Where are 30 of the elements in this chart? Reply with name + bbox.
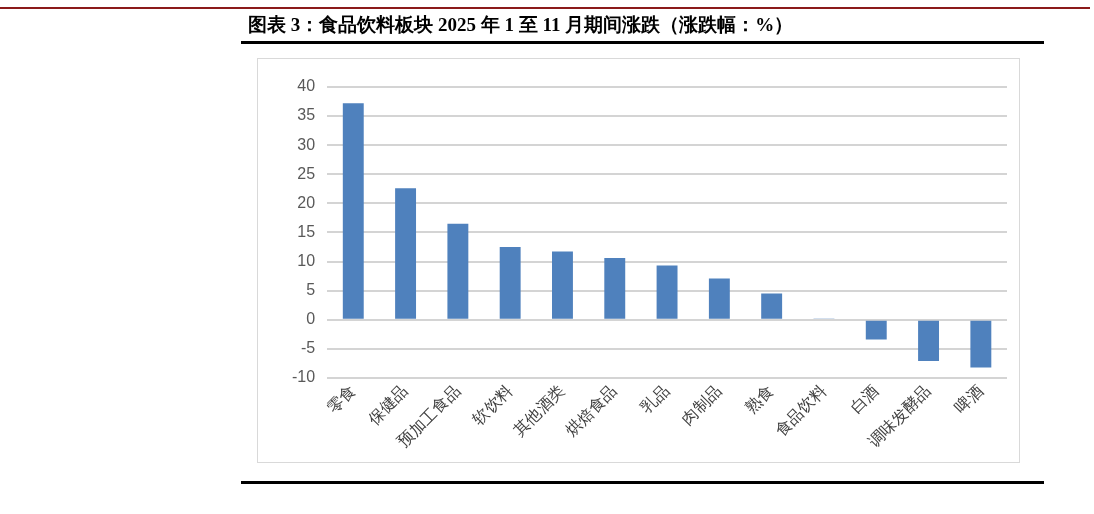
bar (342, 103, 364, 319)
y-tick-label: 30 (297, 135, 316, 153)
y-tick-label: 25 (297, 164, 316, 182)
bar (865, 320, 887, 340)
bar (918, 320, 940, 361)
x-tick-label: 熟食 (742, 381, 777, 417)
x-tick-label: 零食 (323, 381, 359, 417)
y-tick-label: 40 (297, 77, 316, 95)
bar (447, 223, 469, 319)
x-tick-label: 肉制品 (678, 381, 725, 428)
x-tick-label: 啤酒 (951, 381, 986, 417)
bar (499, 246, 521, 319)
chart-title: 图表 3：食品饮料板块 2025 年 1 至 11 月期间涨跌（涨跌幅：%） (248, 13, 794, 37)
y-tick-label: -10 (292, 368, 316, 386)
y-tick-label: 15 (297, 222, 316, 240)
y-tick-label: 0 (306, 310, 316, 328)
x-tick-label: 乳品 (637, 381, 673, 417)
bar (970, 320, 992, 368)
y-tick-label: -5 (300, 339, 316, 357)
y-tick-label: 35 (297, 106, 316, 124)
bar (395, 188, 417, 319)
bar (552, 251, 573, 319)
y-tick-label: 5 (306, 281, 316, 298)
x-tick-label: 白酒 (846, 381, 882, 417)
bar (761, 293, 783, 319)
y-tick-label: 20 (297, 193, 316, 211)
y-tick-label: 10 (297, 251, 316, 269)
bar (604, 258, 626, 319)
bar (708, 278, 730, 319)
bar (656, 265, 678, 319)
